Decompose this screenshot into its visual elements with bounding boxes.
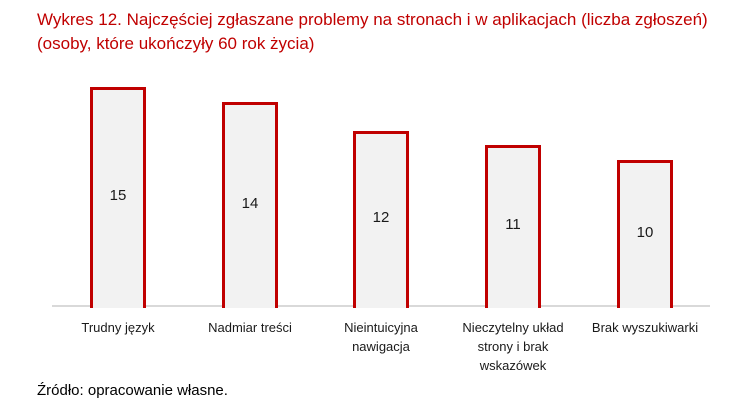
category-label: Trudny język [81,320,155,335]
category-label: Nadmiar treści [208,320,292,335]
bar-value-label: 12 [372,209,390,226]
bar-1: 14 [222,102,278,308]
bar-value-label: 14 [241,194,259,212]
category-label: Nieczytelny układ strony i brak wskazówek [462,320,564,373]
bar-value-label: 10 [636,223,654,241]
bar-2: 12 [353,131,409,308]
bar-value-label: 11 [505,216,521,233]
bar-3: 11 [485,145,541,308]
chart-title-line1: Wykres 12. Najczęściej zgłaszane problem… [37,10,708,29]
bar-4: 10 [617,160,673,308]
source-note: Źródło: opracowanie własne. [37,382,228,399]
bar-0: 15 [90,87,146,308]
chart-title-line2: (osoby, które ukończyły 60 rok życia) [37,34,315,53]
bar-value-label: 15 [109,187,127,204]
category-label: Nieintuicyjna nawigacja [344,320,418,354]
category-label: Brak wyszukiwarki [591,320,699,335]
chart-title: Wykres 12. Najczęściej zgłaszane problem… [37,8,708,56]
